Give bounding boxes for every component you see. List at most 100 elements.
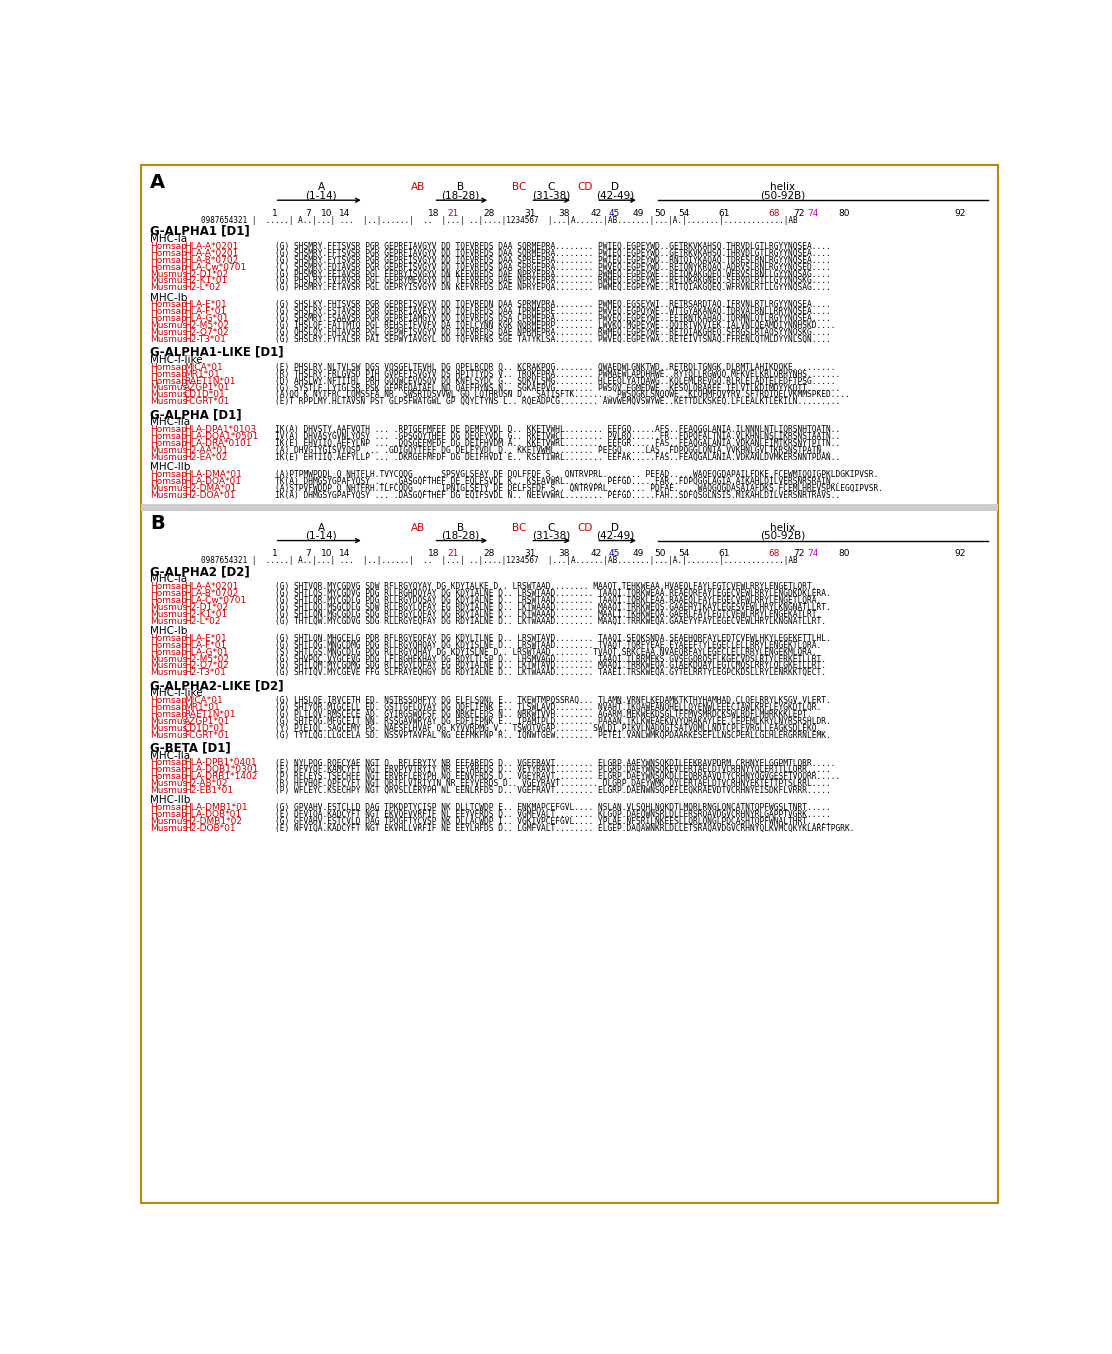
Text: H2-M5*02: H2-M5*02: [183, 321, 229, 330]
Text: (A)QQ K NYTFRC.LQMSSFA NR. SWSRTDSVVWL GD LQTHRUSN D.. SATISFTK........ PWSQGKLS: (A)QQ K NYTFRC.LQMSSFA NR. SWSRTDSVVWL G…: [275, 390, 850, 399]
Text: 92: 92: [955, 548, 966, 558]
Text: MHC-Ia: MHC-Ia: [150, 574, 187, 585]
Text: 61: 61: [718, 548, 729, 558]
Text: Musmus: Musmus: [150, 617, 187, 626]
Text: (R) THSLRY.FRLGVSD PIH GVPEFISVGYV DS HPITTYDS V.. TRQKEPRA........ PWMAEWLAPDHH: (R) THSLRY.FRLGVSD PIH GVPEFISVGYV DS HP…: [275, 370, 840, 379]
Text: (G) TYTLQG.LLGCELA SD. NSSVPTAVFAL NG EEFMKFNP R.. IQNWTGEW........ PETEI.VANLWM: (G) TYTLQG.LLGCELA SD. NSSVPTAVFAL NG EE…: [275, 731, 831, 739]
Text: (G) SYSTLF.LYTGLSR PSK GFPRFQATAFL ND QAFFHYNS N.. SGKAEPVG........ PWSQV.EGMEDW: (G) SYSTLF.LYTGLSR PSK GFPRFQATAFL ND QA…: [275, 383, 840, 393]
Text: 49: 49: [633, 548, 644, 558]
Text: H2-DOA*01: H2-DOA*01: [183, 490, 236, 500]
Text: AZGP1*01: AZGP1*01: [183, 716, 230, 726]
Text: G-ALPHA2 [D2]: G-ALPHA2 [D2]: [150, 565, 249, 578]
Text: 18: 18: [428, 548, 439, 558]
Text: 31: 31: [525, 548, 536, 558]
Text: 0987654321 |  .....| A..|...| ...  |..|......|  ..  |...| ..|....|1234567  |...|: 0987654321 | .....| A..|...| ... |..|...…: [201, 556, 797, 565]
Text: (A)PTPMWPDDL Q NHTFLH.TVYCQDG ... .SPSVGLSEAY DE DQLFFDF S.. QNTRVPRL........ PE: (A)PTPMWPDDL Q NHTFLH.TVYCQDG ... .SPSVG…: [275, 470, 877, 479]
Text: BC: BC: [512, 523, 526, 533]
Text: HLA-B*0702: HLA-B*0702: [183, 589, 238, 598]
Text: 38: 38: [558, 548, 569, 558]
Text: Homsap: Homsap: [150, 477, 187, 486]
Text: 28: 28: [484, 209, 495, 218]
Text: Homsap: Homsap: [150, 703, 187, 712]
Text: 7: 7: [305, 209, 311, 218]
Text: (E) DFVYQF.KAMCYFT NGT ERVPYVTRYIY NR EEYARFDS D.. VEYYRAVT........ PLGRP.DAEYWN: (E) DFVYQF.KAMCYFT NGT ERVPYVTRYIY NR EE…: [275, 765, 831, 774]
Text: (G) SHTLQM.MYCGDMG SDG RLLRGYLQFAY EG RDYIALNE D.. LKTWTAVD........ MAAQI.TRRKWE: (G) SHTLQM.MYCGDMG SDG RLLRGYLQFAY EG RD…: [275, 662, 825, 670]
Text: (G) SHVPQC.VYGCEVG PDG LFLRGHEKHAY DG RDYLTLSP D.. LHSMVAGD........ TAAQI.TLRRME: (G) SHVPQC.VYGCEVG PDG LFLRGHEKHAY DG RD…: [275, 654, 825, 663]
Text: CD: CD: [577, 523, 593, 533]
Text: HLA-A*0201: HLA-A*0201: [183, 249, 238, 257]
Text: 1: 1: [271, 209, 278, 218]
Text: (G) SHTLQQ.MSGCDLG SDW RLLRGYLQFAY EG RDYIALNE D.. LKTWAAAD........ MAAQI.TRRKWE: (G) SHTLQQ.MSGCDLG SDW RLLRGYLQFAY EG RD…: [275, 603, 831, 612]
Text: HLA-DRA*0101: HLA-DRA*0101: [183, 439, 251, 448]
Text: HLA-G*01: HLA-G*01: [183, 647, 228, 657]
Text: (G) SHSMRY.FFTSVSR PGR GEPRFIAVGYV DD TQFVRFDS DAA SQRMEPRA........ PWIEQ.EGPEYW: (G) SHSMRY.FFTSVSR PGR GEPRFIAVGYV DD TQ…: [275, 249, 831, 257]
Text: MHC-IIa: MHC-IIa: [150, 750, 190, 761]
Text: 21: 21: [447, 548, 458, 558]
Text: 7: 7: [305, 548, 311, 558]
Text: HLA-DMB1*01: HLA-DMB1*01: [183, 803, 248, 812]
Text: (G) SHTVQR.MYCGDVG SDW RFLRGYQYAY DG KDYIALKE D.. LRSWTAAD........ MAAQT.TEHKWEA: (G) SHTVQR.MYCGDVG SDW RFLRGYQYAY DG KDY…: [275, 582, 816, 592]
Text: HLA-DOB*01: HLA-DOB*01: [183, 810, 241, 819]
Text: (C) SHSMRY.FDTAVSR PGR GEPRFISVGYV DD TQFVRFDS DAA SPRGEPRA........ PWVEQ.EGPEYW: (C) SHSMRY.FDTAVSR PGR GEPRFISVGYV DD TQ…: [275, 263, 831, 272]
Text: Homsap: Homsap: [150, 301, 187, 309]
Text: H2-K1*01: H2-K1*01: [183, 276, 227, 286]
Text: MHC-IIb: MHC-IIb: [150, 795, 190, 806]
Text: Musmus: Musmus: [150, 780, 187, 788]
Text: 14: 14: [339, 548, 350, 558]
Text: 68: 68: [768, 209, 781, 218]
Text: HLA-DMA*01: HLA-DMA*01: [183, 470, 241, 479]
Text: HLA-DQB1*0301: HLA-DQB1*0301: [183, 765, 258, 774]
Text: (G) SHSMRY.FYTSVSR PGR GEPRFISVGYV DD TQFVRFDS DAA SPREEPRA........ PWIEQ.EGPEYW: (G) SHSMRY.FYTSVSR PGR GEPRFISVGYV DD TQ…: [275, 256, 831, 264]
Text: (G) SHTFQG.MFGCEIT NN. RSSGAVWRYAY DG EDFIFPNK E.. IPAMIPLD........ PAAAN.TKLKWE: (G) SHTFQG.MFGCEIT NN. RSSGAVWRYAY DG ED…: [275, 716, 831, 726]
Text: (A) DHVGTYGISVYQSP ... .GDIGQYTFEF DG DELFYVDL D.. KKETVWML........ PEFGQ.....LA: (A) DHVGTYGISVYQSP ... .GDIGQYTFEF DG DE…: [275, 445, 831, 455]
Text: FCGRT*01: FCGRT*01: [183, 397, 229, 406]
Text: B: B: [150, 513, 165, 532]
Text: H2-DMA*01: H2-DMA*01: [183, 483, 237, 493]
Text: (1-14): (1-14): [306, 190, 337, 200]
Text: Musmus: Musmus: [150, 724, 187, 733]
Text: HLA-E*01: HLA-E*01: [183, 634, 227, 643]
Text: HLA-B*0702: HLA-B*0702: [183, 256, 238, 264]
Text: C: C: [547, 183, 555, 192]
Text: (P) RFLEYS.TSECHFF NGT ERVRFLERYPH NQ EENVFRDS D.. VGEYRAVT........ ELGRP.DAEYWN: (P) RFLEYS.TSECHFF NGT ERVRFLERYPH NQ EE…: [275, 772, 840, 781]
Text: H2-DMB1*02: H2-DMB1*02: [183, 816, 242, 826]
Text: (G) SHTYOR.MIGCELL ED. GSTTGFLQYAY DG QDFLIFNK E.. TLSWLAVD........ NVAHT.IKQAWE: (G) SHTYOR.MIGCELL ED. GSTTGFLQYAY DG QD…: [275, 703, 821, 712]
Text: 28: 28: [484, 548, 495, 558]
Text: (31-38): (31-38): [533, 190, 570, 200]
Text: 0987654321 |  .....| A..|...| ...  |..|......|  ..  |...| ..|....|1234567  |...|: 0987654321 | .....| A..|...| ... |..|...…: [201, 215, 797, 225]
Text: 80: 80: [838, 548, 850, 558]
Text: (R) HFVHQF.QPFCYFT NGT QRIFLVIRIYIN NR EEYVFRDS D.. VGEYRAVT........ DLGRP.DAEYW: (R) HFVHQF.QPFCYFT NGT QRIFLVIRIYIN NR E…: [275, 780, 831, 788]
Text: (G) SHSMRY.FSAAVSR PGR GEPRFIAMGYV DD TQFVRFDS DSA CPRMEPRA........ PWVEQ.EGPEYW: (G) SHSMRY.FSAAVSR PGR GEPRFIAMGYV DD TQ…: [275, 314, 831, 324]
Text: (50-92B): (50-92B): [759, 531, 805, 540]
Text: (G) GFVAHV.ESTCVLD DAG TPQGFTYCVSP NK DLLACWDP I.. VGKIVPCEFGVL.... YPLAE.NFSRIL: (G) GFVAHV.ESTCVLD DAG TPQGFTYCVSP NK DL…: [275, 816, 831, 826]
Text: A: A: [318, 183, 325, 192]
Text: H2-M5*02: H2-M5*02: [183, 654, 229, 663]
Text: Musmus: Musmus: [150, 731, 187, 739]
Text: AZGP1*01: AZGP1*01: [183, 383, 230, 393]
Text: (G) SHSMRY.FFTSVSR PGR GEPRFIAVGYV DD TQFVRFDS DAA SQRMEPRA........ PWIEQ.EGPEYW: (G) SHSMRY.FFTSVSR PGR GEPRFIAVGYV DD TQ…: [275, 242, 831, 250]
Text: (31-38): (31-38): [533, 531, 570, 540]
Text: Musmus: Musmus: [150, 269, 187, 279]
Text: G-ALPHA1-LIKE [D1]: G-ALPHA1-LIKE [D1]: [150, 345, 284, 359]
Text: HLA-E*01: HLA-E*01: [183, 301, 227, 309]
Text: B: B: [457, 523, 464, 533]
Text: (42-49): (42-49): [596, 531, 634, 540]
Text: RAET1N*01: RAET1N*01: [183, 376, 236, 386]
Text: H2-EB1*01: H2-EB1*01: [183, 787, 234, 795]
Text: (E) NFVIQA.KADCYFT NGT EKVHLLVRFIF NE EEYLHFDS D.. LGMFVALT........ ELGEP.DAQAWN: (E) NFVIQA.KADCYFT NGT EKVHLLVRFIF NE EE…: [275, 825, 854, 833]
Text: (E) PHSLRY.NLTVLSW DGS VQSGFLTEVHL DG QPFLRCDR Q.. KCRAKPQG........ QWAEDWLGNKTW: (E) PHSLRY.NLTVLSW DGS VQSGFLTEVHL DG QP…: [275, 363, 835, 372]
Text: CD1D*01: CD1D*01: [183, 724, 226, 733]
Text: Homsap: Homsap: [150, 439, 187, 448]
Text: 74: 74: [807, 548, 818, 558]
Text: 72: 72: [793, 548, 804, 558]
Text: (G) SHTLQR.MYCGDLG PDG RLLRGYDQSAY DG KDYIALNE D.. LRSWTAAD........ TAAQI.TQRKLE: (G) SHTLQR.MYCGDLG PDG RLLRGYDQSAY DG KD…: [275, 596, 821, 605]
Text: C: C: [547, 523, 555, 533]
Text: Homsap: Homsap: [150, 709, 187, 719]
Text: Musmus: Musmus: [150, 334, 187, 344]
Text: 10: 10: [320, 209, 332, 218]
Text: IV(A) DHVASYGVNLYQSY ... .GPSGQYTHEF DG DEQFYVDL G.. RKETVWCL........ PVLRQ.....: IV(A) DHVASYGVNLYQSY ... .GPSGQYTHEF DG …: [275, 432, 840, 441]
Text: (18-28): (18-28): [441, 531, 479, 540]
Text: IK(A) DHMGSYGPAFYQSY ... .DASGQFTHEF DG EQIFSVDL N.. NEEVVWRL........ PEFGD.....: IK(A) DHMGSYGPAFYQSY ... .DASGQFTHEF DG …: [275, 490, 840, 500]
Text: 14: 14: [339, 209, 350, 218]
Text: (G) SHTLQG.MNGCDMG PDG RLLRGYQHQAY DG KDYISLNE D.. LRSWTAAD........ TVAQT.TQRFYE: (G) SHTLQG.MNGCDMG PDG RLLRGYQHQAY DG KD…: [275, 640, 821, 650]
